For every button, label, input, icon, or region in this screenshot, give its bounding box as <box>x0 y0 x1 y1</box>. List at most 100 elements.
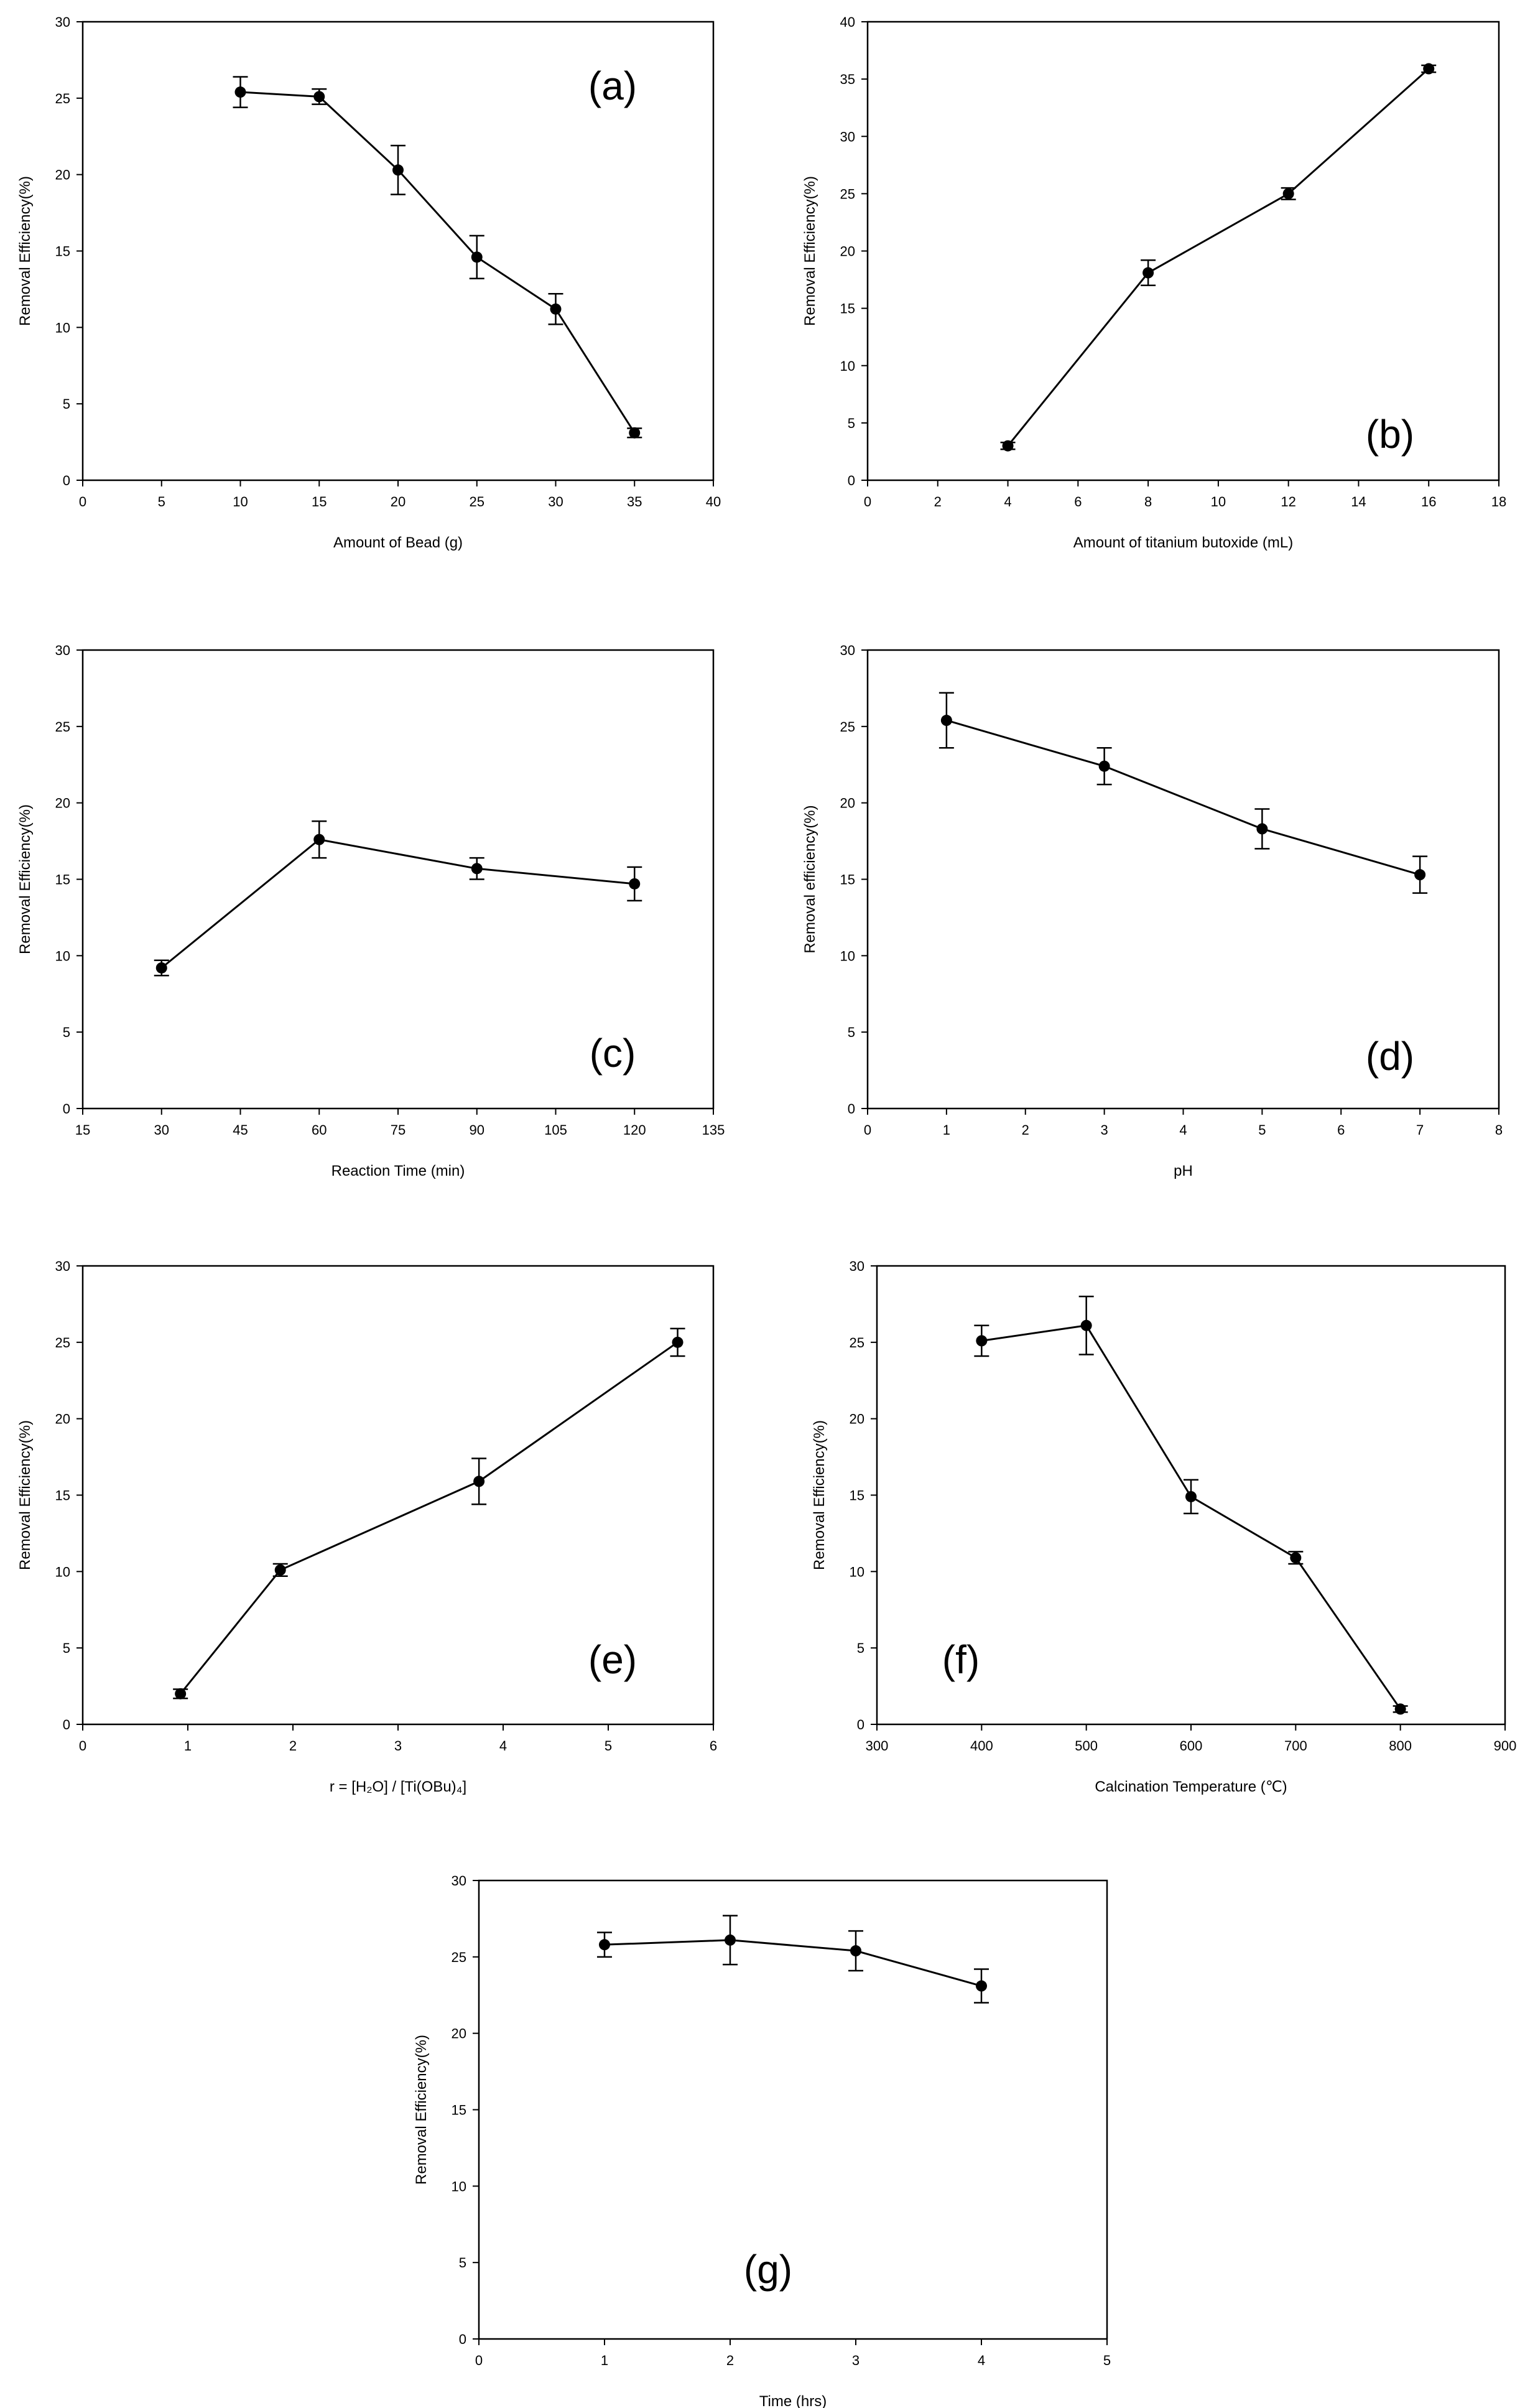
data-point <box>392 164 404 176</box>
series-line <box>180 1341 679 1694</box>
y-tick-label: 0 <box>848 1101 855 1117</box>
data-point <box>1394 1703 1406 1715</box>
y-tick-label: 15 <box>452 2103 466 2118</box>
y-tick-label: 15 <box>55 1488 70 1504</box>
x-tick-label: 5 <box>1103 2353 1111 2368</box>
x-tick-label: 6 <box>1074 494 1082 509</box>
x-tick-label: 10 <box>233 494 248 509</box>
x-tick-label: 700 <box>1284 1738 1307 1754</box>
x-tick-label: 40 <box>706 494 721 509</box>
data-point <box>1002 440 1014 452</box>
x-tick-label: 2 <box>1022 1122 1029 1138</box>
panel-label: (g) <box>744 2247 792 2292</box>
y-tick-label: 15 <box>55 244 70 259</box>
y-tick-label: 25 <box>55 719 70 735</box>
data-point <box>550 303 562 315</box>
chart-panel-f: 300 400 500 600 700 800 900 0 5 10 15 20 25 30 Calcina… <box>811 1258 1516 1795</box>
x-tick-label: 25 <box>470 494 484 509</box>
y-axis-title: Removal efficiency(%) <box>802 805 818 953</box>
data-point <box>1142 267 1154 279</box>
x-tick-label: 4 <box>1004 494 1011 509</box>
x-axis-title: Amount of titanium butoxide (mL) <box>1073 534 1294 551</box>
y-tick-label: 20 <box>452 2026 466 2042</box>
panel-label: (f) <box>942 1637 980 1682</box>
y-tick-label: 20 <box>55 167 70 183</box>
y-tick-label: 15 <box>840 872 855 888</box>
series-line <box>160 839 635 969</box>
y-axis-title: Removal Efficiency(%) <box>811 1420 828 1570</box>
y-tick-label: 30 <box>55 1258 70 1274</box>
data-point <box>725 1934 736 1946</box>
y-tick-label: 25 <box>452 1950 466 1965</box>
y-tick-label: 35 <box>840 72 855 87</box>
y-tick-label: 10 <box>55 320 70 335</box>
y-axis-title: Removal Efficiency(%) <box>17 804 34 954</box>
x-tick-label: 7 <box>1416 1122 1424 1138</box>
data-point <box>1185 1490 1197 1502</box>
x-tick-label: 0 <box>475 2353 483 2368</box>
y-tick-label: 20 <box>55 1411 70 1427</box>
y-tick-label: 15 <box>850 1488 864 1504</box>
x-tick-label: 14 <box>1351 494 1366 509</box>
y-tick-label: 40 <box>840 14 855 30</box>
chart-panel-a: 0 5 10 15 20 25 30 35 40 0 5 10 15 20 25 30 Amount of Be… <box>17 14 721 551</box>
x-tick-label: 300 <box>866 1738 889 1754</box>
x-tick-label: 105 <box>544 1122 567 1138</box>
y-tick-label: 30 <box>840 643 855 658</box>
x-tick-label: 15 <box>312 494 327 509</box>
x-tick-label: 1 <box>943 1122 950 1138</box>
y-tick-label: 5 <box>63 396 70 412</box>
x-tick-label: 900 <box>1494 1738 1517 1754</box>
x-tick-label: 0 <box>79 1738 86 1754</box>
y-tick-label: 0 <box>857 1717 864 1732</box>
data-point <box>672 1336 684 1348</box>
series-line <box>946 719 1420 876</box>
data-point <box>850 1945 861 1957</box>
series-line <box>1007 68 1430 447</box>
y-axis-title: Removal Efficiency(%) <box>413 2035 430 2185</box>
x-axis-title: Time (hrs) <box>759 2393 827 2408</box>
y-tick-label: 5 <box>848 416 855 431</box>
x-tick-label: 10 <box>1211 494 1226 509</box>
y-tick-label: 5 <box>848 1025 855 1040</box>
data-point <box>471 251 483 263</box>
panel-label: (e) <box>588 1637 637 1682</box>
data-point <box>1290 1552 1302 1564</box>
y-tick-label: 25 <box>850 1335 864 1350</box>
data-point <box>313 834 325 845</box>
data-point <box>471 863 483 875</box>
y-tick-label: 10 <box>452 2178 466 2194</box>
x-tick-label: 45 <box>233 1122 248 1138</box>
y-axis-title: Removal Efficiency(%) <box>17 176 34 326</box>
data-point <box>629 878 641 890</box>
x-tick-label: 60 <box>312 1122 327 1138</box>
y-tick-label: 10 <box>55 948 70 964</box>
panel-label: (c) <box>590 1031 636 1076</box>
panel-label: (b) <box>1366 412 1414 457</box>
chart-panel-b: 0 2 4 6 8 10 12 14 16 18 0 5 10 15 20 25 30 35 40 Amount of… <box>802 14 1506 551</box>
x-tick-label: 135 <box>702 1122 725 1138</box>
data-point <box>599 1939 610 1951</box>
x-tick-label: 4 <box>978 2353 985 2368</box>
data-point <box>155 962 167 974</box>
y-tick-label: 30 <box>55 14 70 30</box>
x-tick-label: 2 <box>726 2353 734 2368</box>
x-tick-label: 500 <box>1075 1738 1098 1754</box>
y-tick-label: 5 <box>857 1640 864 1656</box>
x-tick-label: 120 <box>623 1122 646 1138</box>
y-tick-label: 0 <box>63 1717 70 1732</box>
x-tick-label: 30 <box>154 1122 169 1138</box>
x-tick-label: 600 <box>1180 1738 1203 1754</box>
data-point <box>234 86 246 98</box>
data-point <box>940 715 952 727</box>
x-tick-label: 8 <box>1144 494 1152 509</box>
x-tick-label: 6 <box>710 1738 717 1754</box>
x-tick-label: 0 <box>864 1122 871 1138</box>
y-tick-label: 5 <box>63 1640 70 1656</box>
data-point <box>1423 63 1435 75</box>
x-axis-title: Amount of Bead (g) <box>333 534 463 551</box>
x-tick-label: 90 <box>470 1122 484 1138</box>
y-axis-title: Removal Efficiency(%) <box>17 1420 34 1570</box>
